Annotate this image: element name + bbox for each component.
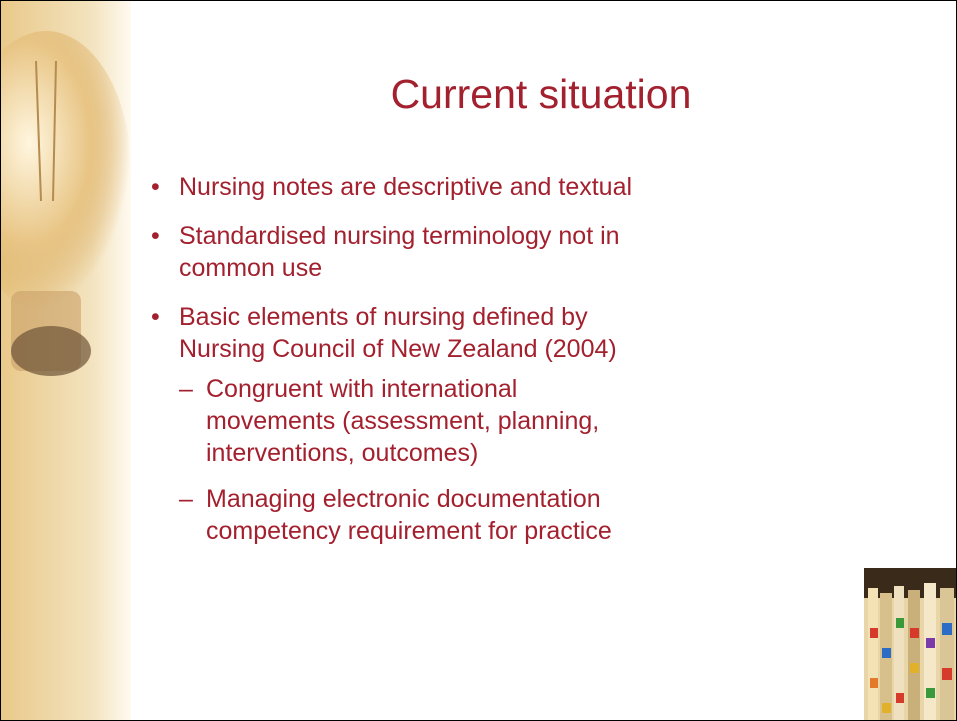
light-bulb-image bbox=[1, 1, 131, 720]
bullet: Nursing notes are descriptive and textua… bbox=[151, 171, 632, 203]
slide: Current situation Nursing notes are desc… bbox=[0, 0, 957, 721]
bullet-text-line: Basic elements of nursing defined by bbox=[179, 301, 632, 333]
bullet-text-line: movements (assessment, planning, bbox=[206, 405, 632, 437]
bullet-text-line: interventions, outcomes) bbox=[206, 437, 632, 469]
bullet-text-line: Managing electronic documentation bbox=[206, 483, 632, 515]
bullet-text-line: common use bbox=[179, 252, 632, 284]
bullet: Basic elements of nursing defined byNurs… bbox=[151, 301, 632, 547]
bullet-text-line: Congruent with international bbox=[206, 373, 632, 405]
bullet: Standardised nursing terminology not inc… bbox=[151, 220, 632, 284]
bullet-text-line: Standardised nursing terminology not in bbox=[179, 220, 632, 252]
files-photo bbox=[864, 568, 956, 720]
bullet-text-line: Nursing notes are descriptive and textua… bbox=[179, 171, 632, 203]
bullet-list: Nursing notes are descriptive and textua… bbox=[151, 171, 632, 564]
bullet-text-line: Nursing Council of New Zealand (2004) bbox=[179, 333, 632, 365]
bullet-text-line: competency requirement for practice bbox=[206, 515, 632, 547]
slide-title: Current situation bbox=[126, 69, 956, 119]
sub-bullet: Managing electronic documentationcompete… bbox=[179, 483, 632, 547]
